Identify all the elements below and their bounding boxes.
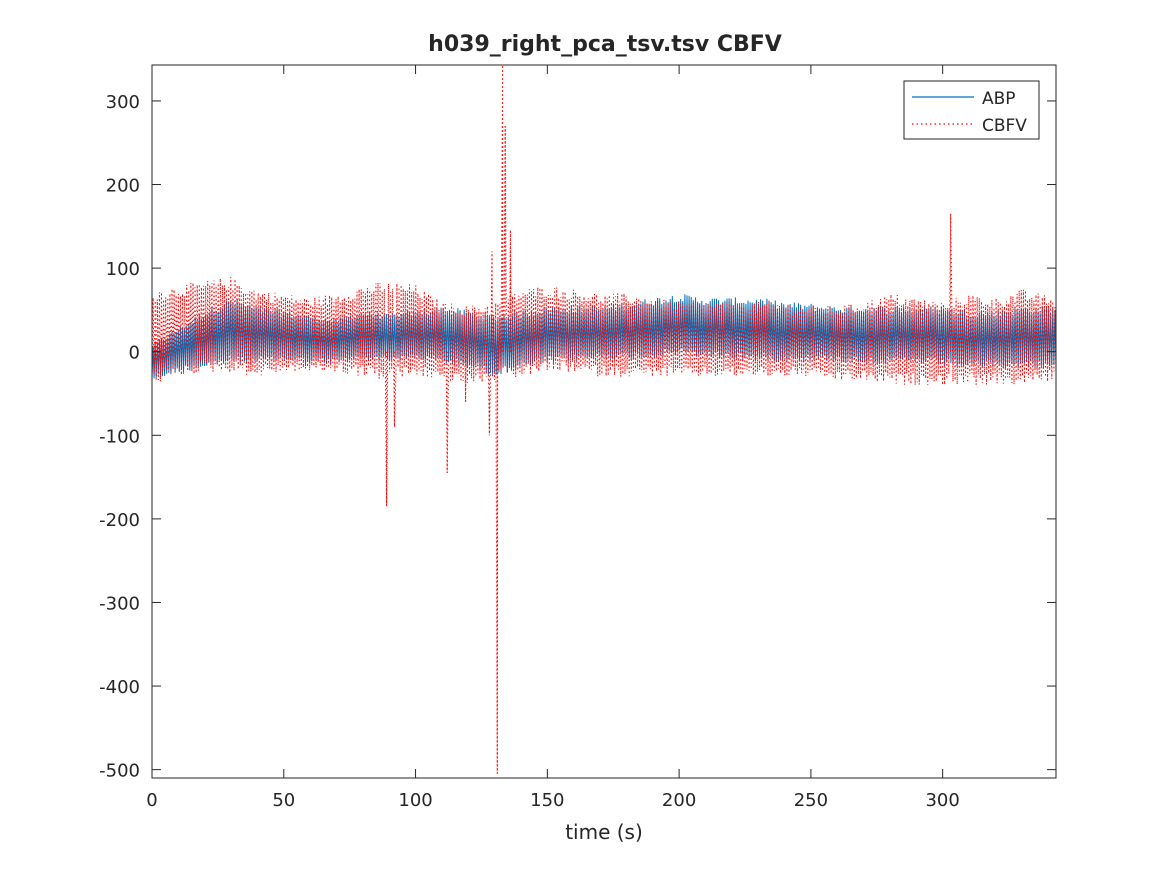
- chart-title: h039_right_pca_tsv.tsv CBFV: [428, 32, 782, 57]
- x-axis-label: time (s): [565, 820, 643, 844]
- y-tick-label: -300: [99, 593, 140, 614]
- y-tick-label: 100: [106, 259, 140, 280]
- y-tick-label: -100: [99, 426, 140, 447]
- y-tick-label: -200: [99, 510, 140, 531]
- plot-area: 0 50 100 150 200 250 300 -500 -400 -300 -200 -100 0 1…: [99, 64, 1057, 811]
- x-tick-label: 100: [398, 790, 432, 811]
- plot-background: [152, 65, 1056, 778]
- y-tick-label: 0: [129, 343, 140, 364]
- x-tick-label: 150: [530, 790, 564, 811]
- legend-box: [903, 80, 1040, 140]
- x-tick-label: 300: [925, 790, 959, 811]
- x-tick-label: 50: [272, 790, 295, 811]
- x-tick-label: 200: [662, 790, 696, 811]
- legend-label-abp: ABP: [982, 89, 1016, 109]
- legend-label-cbfv: CBFV: [982, 116, 1027, 136]
- y-tick-label: 200: [106, 176, 140, 197]
- y-tick-label: -500: [99, 761, 140, 782]
- x-tick-label: 0: [146, 790, 157, 811]
- legend: ABP CBFV: [903, 80, 1040, 140]
- y-tick-label: 300: [106, 92, 140, 113]
- x-tick-label: 250: [794, 790, 828, 811]
- series-layer: [152, 65, 1056, 774]
- plot-box: [151, 64, 1057, 779]
- axis-ticks: 0 50 100 150 200 250 300 -500 -400 -300 -200 -100 0 1…: [99, 65, 1056, 811]
- series-line-cbfv: [152, 65, 1056, 774]
- y-tick-label: -400: [99, 677, 140, 698]
